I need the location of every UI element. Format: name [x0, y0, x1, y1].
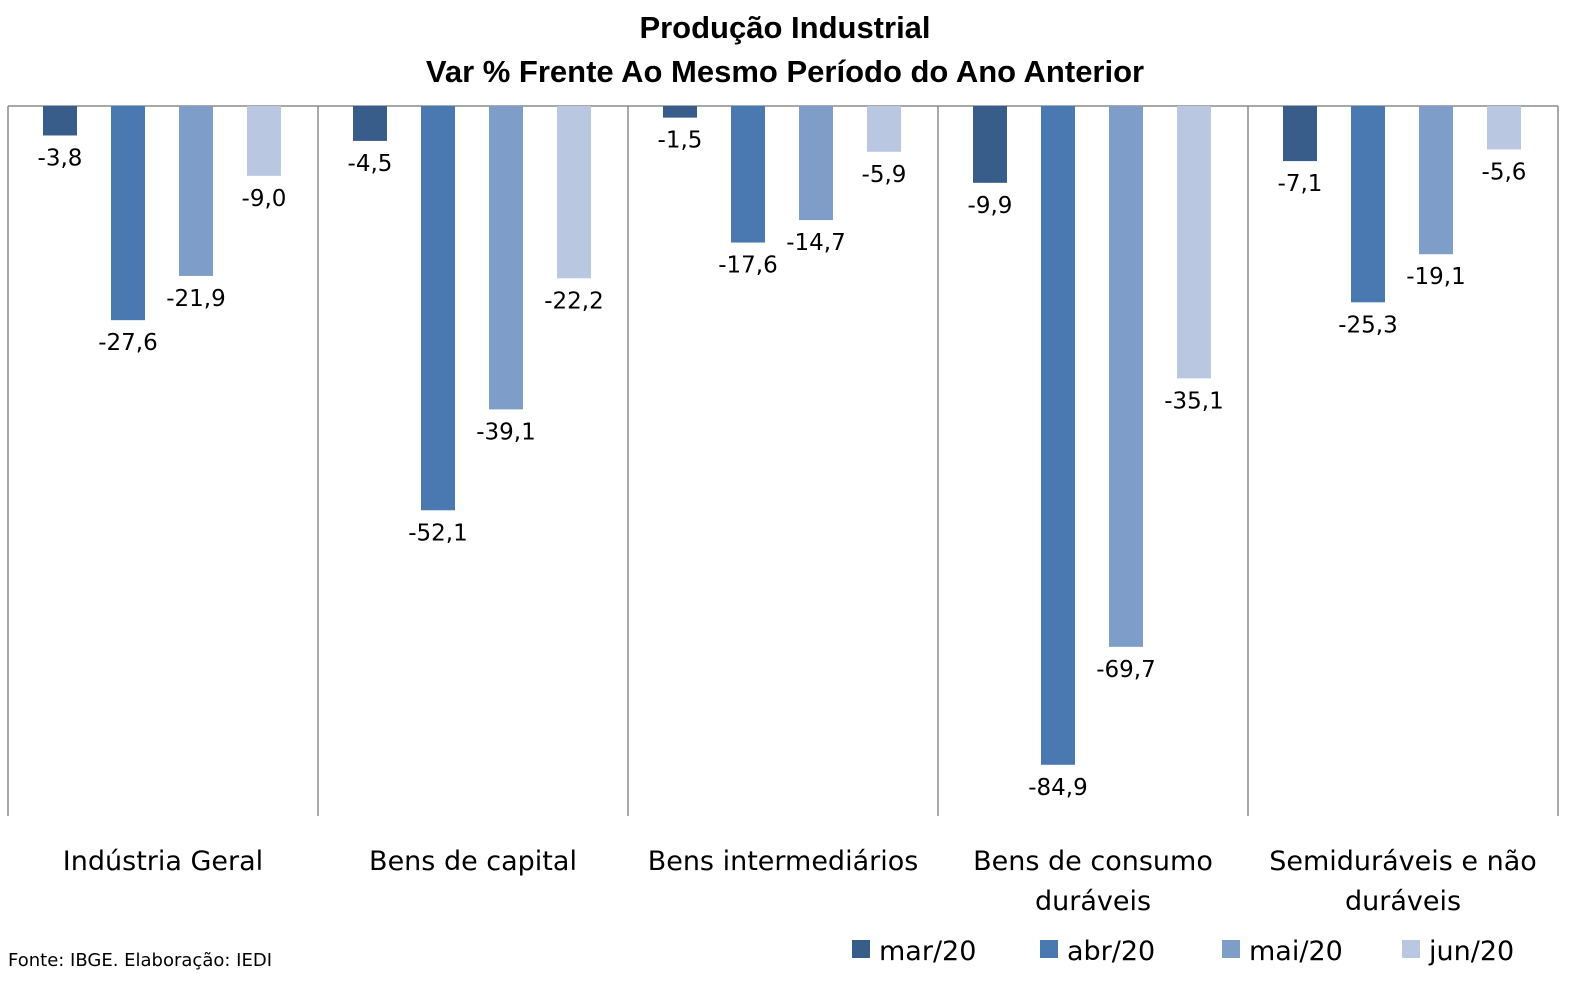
data-label: -5,6 — [1482, 159, 1527, 185]
category-label: Indústria Geral — [63, 846, 263, 877]
category-labels: Indústria Geral Bens de capital Bens inter… — [63, 846, 1537, 917]
legend-swatch — [1402, 940, 1420, 958]
bar — [867, 106, 901, 152]
legend-swatch — [1040, 940, 1058, 958]
bar — [421, 106, 455, 511]
bar — [1351, 106, 1385, 303]
bar — [731, 106, 765, 243]
data-label: -17,6 — [718, 253, 778, 279]
bar — [111, 106, 145, 321]
bar — [353, 106, 387, 141]
bar — [43, 106, 77, 136]
data-label: -7,1 — [1278, 171, 1323, 197]
legend: mar/20 abr/20 mai/20 jun/20 — [852, 936, 1514, 967]
bar — [489, 106, 523, 410]
category-label: Bens de capital — [369, 846, 577, 877]
legend-label: mar/20 — [879, 936, 976, 967]
bar — [663, 106, 697, 118]
bar — [247, 106, 281, 176]
bar — [179, 106, 213, 276]
data-label: -69,7 — [1096, 657, 1156, 683]
bar — [1177, 106, 1211, 379]
legend-swatch — [1222, 940, 1240, 958]
data-label: -19,1 — [1406, 264, 1466, 290]
data-label: -5,9 — [862, 162, 907, 188]
data-label: -25,3 — [1338, 312, 1398, 338]
data-label: -35,1 — [1164, 388, 1224, 414]
data-label: -1,5 — [658, 128, 703, 154]
legend-label: jun/20 — [1428, 936, 1514, 967]
data-label: -3,8 — [38, 145, 83, 171]
bar — [799, 106, 833, 221]
bar — [973, 106, 1007, 183]
data-label: -4,5 — [348, 151, 393, 177]
bar — [1487, 106, 1521, 150]
bar — [1283, 106, 1317, 162]
category-label: duráveis — [1345, 886, 1461, 917]
bar — [1109, 106, 1143, 647]
legend-swatch — [852, 940, 870, 958]
chart-subtitle: Var % Frente Ao Mesmo Período do Ano Ant… — [426, 54, 1144, 89]
plot-area: -3,8 -27,6 -21,9 -9,0 -4,5 -52,1 -39,1 -22,2 -1,… — [7, 105, 1559, 816]
bar — [557, 106, 591, 279]
data-label: -9,9 — [968, 193, 1013, 219]
data-label: -52,1 — [408, 520, 468, 546]
chart-title: Produção Industrial — [639, 10, 930, 45]
data-label: -39,1 — [476, 419, 536, 445]
category-label: duráveis — [1035, 886, 1151, 917]
category-label: Bens intermediários — [648, 846, 919, 877]
data-label: -14,7 — [786, 230, 846, 256]
data-label: -21,9 — [166, 286, 226, 312]
source-note: Fonte: IBGE. Elaboração: IEDI — [8, 950, 272, 971]
data-label: -9,0 — [242, 186, 287, 212]
data-label: -27,6 — [98, 330, 158, 356]
category-label: Semiduráveis e não — [1269, 846, 1537, 877]
bar — [1041, 106, 1075, 765]
data-label: -22,2 — [544, 288, 604, 314]
data-label: -84,9 — [1028, 775, 1088, 801]
bar — [1419, 106, 1453, 255]
category-label: Bens de consumo — [973, 846, 1213, 877]
legend-label: mai/20 — [1249, 936, 1343, 967]
legend-label: abr/20 — [1067, 936, 1155, 967]
